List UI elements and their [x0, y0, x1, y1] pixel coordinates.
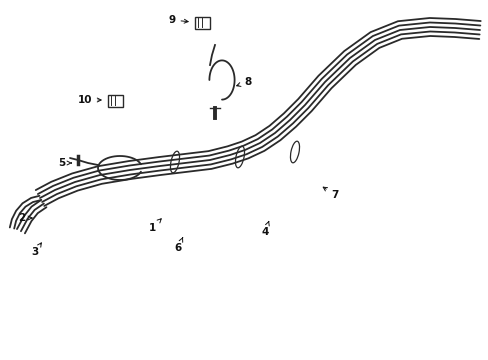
Text: 9: 9: [168, 15, 188, 25]
Text: 4: 4: [261, 221, 269, 237]
Text: 2: 2: [19, 213, 32, 223]
Text: 5: 5: [58, 158, 71, 168]
Text: 3: 3: [31, 243, 41, 257]
Text: 6: 6: [174, 238, 183, 253]
Text: 1: 1: [148, 219, 161, 233]
Text: 7: 7: [323, 187, 338, 200]
Text: 10: 10: [78, 95, 101, 105]
Text: 8: 8: [236, 77, 251, 87]
